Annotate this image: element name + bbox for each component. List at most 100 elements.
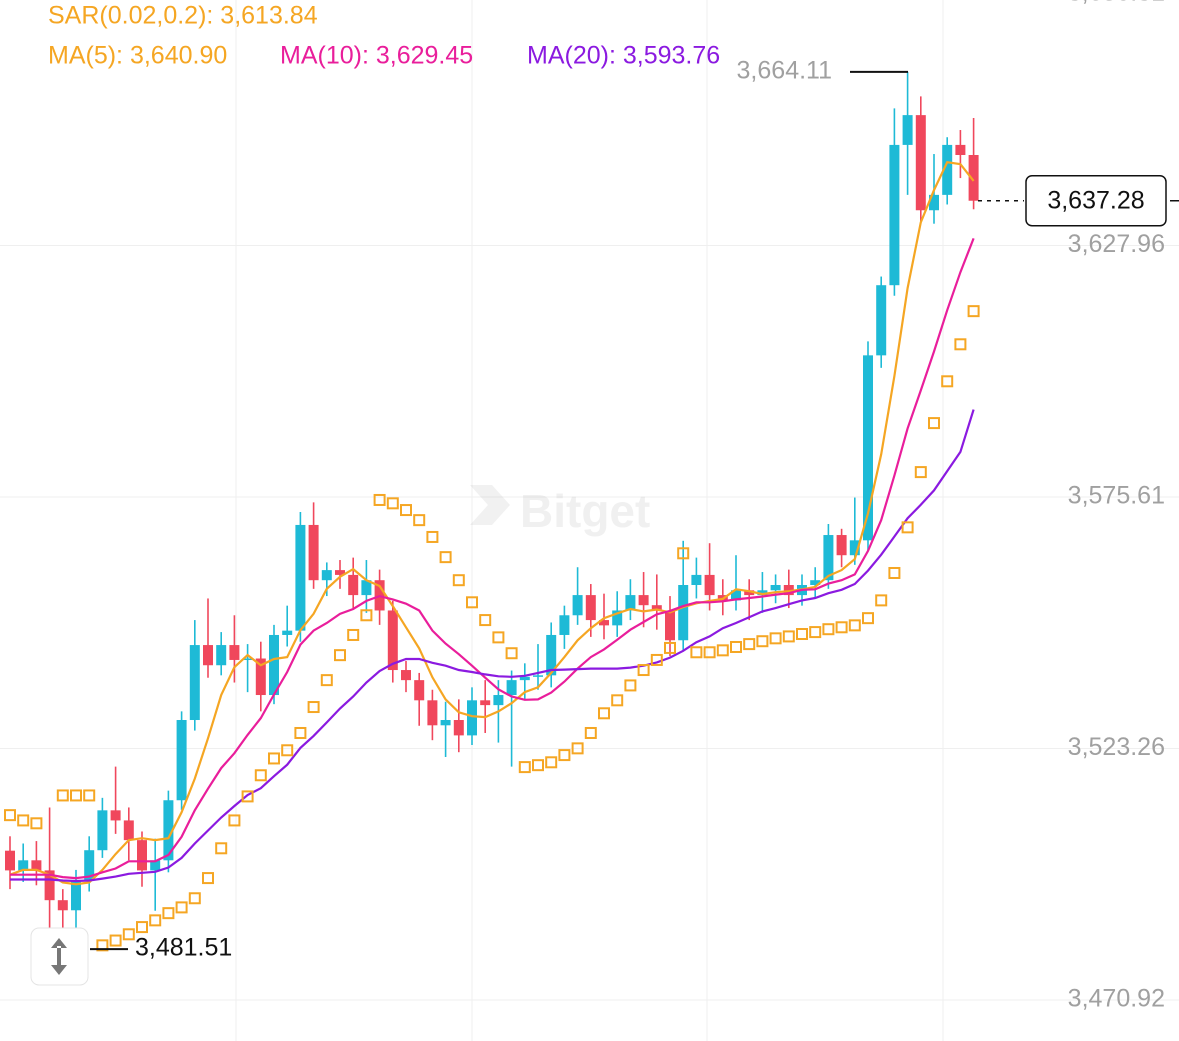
- candle-body: [678, 585, 689, 641]
- candle-body: [414, 680, 425, 701]
- sar-dot: [624, 679, 637, 692]
- sar-dot: [664, 641, 676, 654]
- watermark-logo: [470, 485, 510, 525]
- y-tick-label: 3,523.26: [1068, 733, 1165, 761]
- candle-body: [282, 630, 293, 635]
- candle-body: [876, 285, 887, 356]
- sar-dot: [941, 375, 954, 388]
- candle-body: [915, 115, 926, 211]
- sar-dot: [466, 596, 478, 609]
- sar-dot: [452, 574, 465, 587]
- high-label: 3,664.11: [737, 56, 832, 84]
- scale-button[interactable]: [30, 927, 89, 986]
- legend-entry: SAR(0.02,0.2): 3,613.84: [48, 2, 318, 30]
- sar-dot: [56, 789, 69, 802]
- candle-body: [427, 700, 438, 726]
- sar-dot: [400, 504, 412, 517]
- candle-body: [387, 610, 398, 671]
- candle-body: [559, 615, 570, 635]
- candle-body: [519, 676, 530, 681]
- sar-dot: [598, 707, 610, 720]
- sar-dot: [756, 635, 769, 648]
- candle-body: [731, 590, 741, 601]
- sar-dot: [4, 809, 16, 822]
- sar-dot: [611, 694, 624, 707]
- ma-line: [10, 237, 975, 880]
- sar-dot: [809, 626, 822, 639]
- sar-dot: [532, 759, 544, 772]
- sar-dot: [505, 647, 518, 660]
- sar-dot: [294, 726, 307, 739]
- sar-dot: [782, 630, 795, 643]
- candle-body: [18, 860, 29, 871]
- sar-dot: [307, 701, 320, 714]
- sar-dot: [518, 761, 531, 774]
- candle-body: [269, 634, 279, 696]
- sar-dot: [571, 742, 584, 755]
- candle-body: [137, 840, 147, 871]
- sar-dot: [426, 530, 439, 543]
- sar-dot: [334, 649, 346, 662]
- sar-dot: [83, 789, 96, 802]
- candle-body: [176, 720, 187, 801]
- sar-dot: [347, 628, 360, 641]
- candle-body: [572, 595, 583, 616]
- candle-body: [163, 800, 174, 861]
- candle-body: [599, 620, 609, 626]
- candle-body: [889, 144, 900, 286]
- annotations: 3,664.11 3,481.51 3,637.28: [90, 56, 1179, 962]
- button-icon[interactable]: [51, 938, 67, 975]
- y-axis: 3,470.92 3,523.26 3,575.61 3,627.96 3,680.31: [1068, 0, 1165, 1013]
- candle-body: [97, 810, 108, 851]
- sar-dot: [835, 621, 848, 634]
- candle-body: [71, 880, 81, 911]
- candle-body: [929, 194, 939, 211]
- plot: [4, 71, 980, 952]
- candle-body: [836, 535, 847, 556]
- sar-dot: [967, 305, 980, 318]
- sar-dot: [928, 417, 940, 430]
- candle-body: [665, 610, 675, 641]
- candle-body: [533, 675, 543, 677]
- candle-body: [453, 720, 464, 736]
- candle-body: [57, 900, 68, 911]
- sar-dot: [413, 514, 426, 527]
- candle-body: [849, 540, 860, 556]
- sar-dot: [822, 623, 835, 636]
- candle-body: [44, 870, 55, 901]
- sar-dot: [122, 928, 135, 941]
- sar-dot: [650, 653, 663, 666]
- candle-body: [401, 670, 411, 681]
- sar-dot: [703, 646, 716, 659]
- candle-body: [31, 860, 42, 871]
- sar-dot: [149, 914, 162, 927]
- sar-dot: [320, 674, 333, 687]
- candle-body: [189, 645, 200, 721]
- candle-body: [150, 860, 161, 871]
- sar-dot: [360, 609, 373, 622]
- sar-dot: [373, 493, 386, 506]
- candle-body: [902, 115, 913, 145]
- sar-dot: [96, 939, 109, 952]
- candle-body: [770, 585, 781, 591]
- sar-dot: [215, 842, 228, 855]
- candle-body: [810, 580, 821, 586]
- sar-dot: [848, 619, 861, 632]
- y-tick-label: 3,575.61: [1068, 482, 1165, 510]
- candle-body: [612, 610, 623, 626]
- candle-body: [757, 590, 768, 596]
- sar-dot: [175, 901, 188, 914]
- last-price-box: [1025, 174, 1167, 227]
- sar-dot: [492, 631, 505, 644]
- sar-dot: [439, 551, 452, 564]
- candle-body: [84, 850, 95, 881]
- watermark-text: Bitget: [520, 485, 650, 537]
- candle-body: [335, 570, 345, 575]
- candle-body: [955, 144, 966, 155]
- candle-body: [863, 355, 873, 541]
- candle-body: [203, 645, 213, 666]
- sar-dot: [914, 466, 927, 479]
- candle-body: [361, 580, 372, 596]
